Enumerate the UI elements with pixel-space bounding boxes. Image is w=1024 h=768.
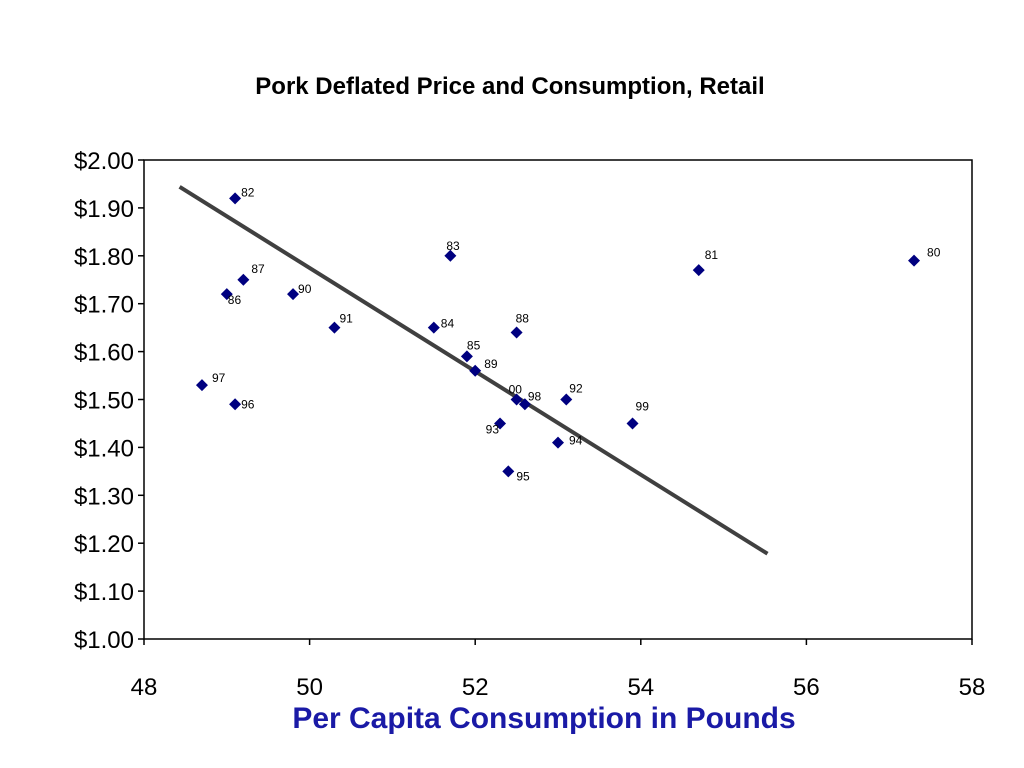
- chart-title: Pork Deflated Price and Consumption, Ret…: [255, 73, 764, 100]
- point-label: 80: [927, 246, 941, 260]
- x-tick-label: 58: [959, 674, 986, 701]
- x-tick-label: 48: [131, 674, 158, 701]
- y-axis: $1.00 $1.10 $1.20 $1.30 $1.40 $1.50 $1.60 $1.70…: [74, 148, 144, 654]
- point-label: 92: [569, 382, 583, 396]
- point-label: 86: [228, 293, 242, 307]
- data-point: [510, 393, 523, 406]
- y-tick-label: $1.10: [74, 579, 134, 606]
- data-point: [287, 288, 300, 301]
- data-point: [510, 326, 523, 339]
- data-point: [494, 417, 507, 430]
- point-label: 96: [241, 397, 255, 411]
- x-tick-label: 52: [462, 674, 489, 701]
- x-axis-label: Per Capita Consumption in Pounds: [292, 702, 795, 735]
- y-tick-label: $1.80: [74, 244, 134, 271]
- point-label: 93: [486, 422, 500, 436]
- data-point: [469, 364, 482, 377]
- point-label: 00: [509, 383, 523, 397]
- y-tick-label: $1.40: [74, 435, 134, 462]
- data-point: [626, 417, 639, 430]
- data-points: 80 81 82 83 84 85 86 87 88 89 90 91 92 93 94 95 96 97 98 99…: [195, 185, 941, 483]
- plot-area: [143, 159, 973, 640]
- point-label: 95: [516, 469, 530, 483]
- point-label: 99: [636, 399, 650, 413]
- x-tick-label: 50: [296, 674, 323, 701]
- data-point: [460, 350, 473, 363]
- y-tick-label: $1.50: [74, 388, 134, 415]
- y-tick-label: $1.70: [74, 292, 134, 319]
- data-point: [692, 264, 705, 277]
- point-label: 87: [251, 262, 265, 276]
- data-point: [502, 465, 515, 478]
- point-label: 91: [339, 312, 353, 326]
- point-label: 88: [516, 311, 530, 325]
- point-label: 94: [569, 434, 583, 448]
- data-point: [328, 321, 341, 334]
- point-label: 89: [484, 357, 498, 371]
- data-point: [552, 436, 564, 449]
- data-point: [427, 321, 440, 334]
- data-point: [444, 249, 457, 262]
- point-label: 83: [446, 239, 460, 253]
- data-point: [195, 379, 208, 392]
- data-point: [908, 254, 921, 267]
- x-tick-label: 54: [627, 674, 654, 701]
- x-tick-label: 56: [793, 674, 820, 701]
- y-tick-label: $1.90: [74, 196, 134, 223]
- y-tick-label: $1.30: [74, 483, 134, 510]
- y-tick-label: $1.20: [74, 531, 134, 558]
- data-point: [220, 288, 233, 301]
- data-point: [518, 398, 531, 411]
- point-label: 82: [241, 185, 255, 199]
- point-label: 84: [441, 317, 455, 331]
- y-tick-label: $1.00: [74, 627, 134, 654]
- point-label: 85: [467, 338, 481, 352]
- data-point: [560, 393, 573, 406]
- data-point: [229, 192, 242, 205]
- y-tick-label: $1.60: [74, 340, 134, 367]
- y-tick-label: $2.00: [74, 148, 134, 175]
- point-label: 98: [528, 389, 542, 403]
- data-point: [229, 398, 242, 411]
- x-axis: 48 50 52 54 56 58: [131, 639, 986, 701]
- data-point: [237, 273, 250, 286]
- point-label: 81: [705, 248, 719, 262]
- point-label: 90: [298, 282, 312, 296]
- point-label: 97: [212, 371, 226, 385]
